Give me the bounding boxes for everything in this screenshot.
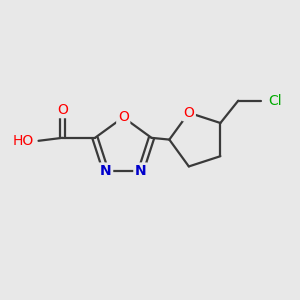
Text: O: O [183, 106, 194, 120]
Text: O: O [118, 110, 129, 124]
Text: O: O [57, 103, 68, 117]
Text: HO: HO [13, 134, 34, 148]
Text: N: N [135, 164, 146, 178]
Text: N: N [100, 164, 112, 178]
Text: Cl: Cl [268, 94, 282, 108]
